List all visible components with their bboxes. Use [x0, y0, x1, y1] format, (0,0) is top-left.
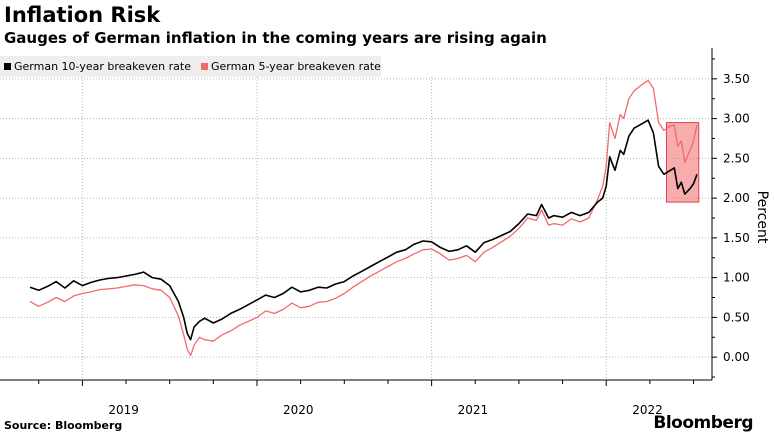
source-note: Source: Bloomberg: [4, 419, 123, 432]
highlight-box: [665, 122, 700, 203]
bloomberg-logo: Bloomberg: [653, 413, 753, 433]
chart-title: Inflation Risk: [4, 3, 161, 27]
y-tick-label-1: 0.50: [723, 310, 750, 324]
y-tick-label-3: 1.50: [723, 231, 750, 245]
legend: German 10-year breakeven rate German 5-y…: [0, 56, 381, 77]
x-tick-label-2019: 2019: [108, 403, 139, 417]
legend-item-5y: German 5-year breakeven rate: [200, 60, 381, 73]
y-tick-label-4: 2.00: [723, 191, 750, 205]
y-tick-label-6: 3.00: [723, 112, 750, 126]
y-tick-label-7: 3.50: [723, 72, 750, 86]
legend-label-10y: German 10-year breakeven rate: [14, 60, 191, 73]
x-tick-label-2020: 2020: [283, 403, 314, 417]
chart-subtitle: Gauges of German inflation in the coming…: [4, 29, 547, 47]
legend-item-10y: German 10-year breakeven rate: [4, 60, 191, 73]
y-tick-label-5: 2.50: [723, 151, 750, 165]
legend-swatch-10y: [4, 63, 11, 70]
series-line-5y: [29, 79, 698, 357]
legend-label-5y: German 5-year breakeven rate: [210, 60, 381, 73]
series-line-10y: [29, 119, 698, 341]
x-tick-label-2021: 2021: [458, 403, 489, 417]
x-tick-label-2022: 2022: [632, 403, 663, 417]
y-axis-title: Percent: [754, 191, 770, 244]
y-tick-label-2: 1.00: [723, 271, 750, 285]
legend-swatch-5y: [200, 63, 208, 70]
y-tick-label-0: 0.00: [723, 350, 750, 364]
